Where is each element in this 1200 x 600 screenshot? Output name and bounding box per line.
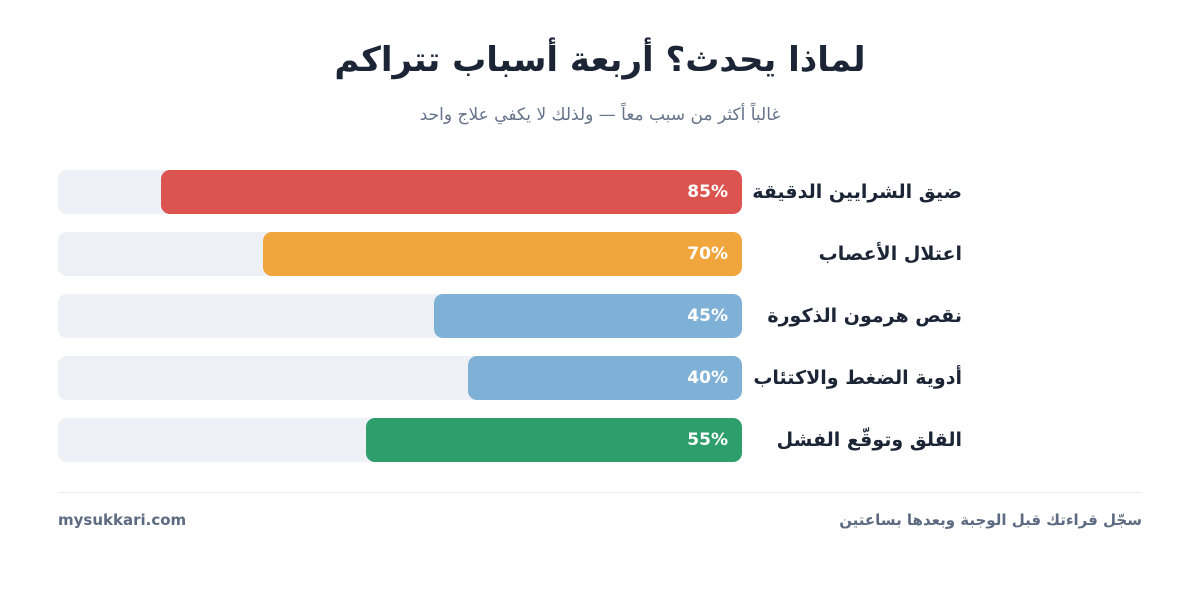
bar — [160, 170, 742, 214]
bar-row: 45% نقص هرمون الذكورة — [0, 294, 1200, 338]
footer-divider — [58, 492, 1142, 493]
bar-value-label: 85% — [687, 182, 728, 202]
category-label: القلق وتوقّع الفشل — [776, 429, 962, 451]
bar — [365, 418, 742, 462]
bar-value-label: 40% — [687, 368, 728, 388]
chart-subtitle: غالباً أكثر من سبب معاً — ولذلك لا يكفي … — [419, 105, 781, 125]
bar-row: 55% القلق وتوقّع الفشل — [0, 418, 1200, 462]
bar-value-label: 45% — [687, 306, 728, 326]
bar — [434, 294, 742, 338]
chart-title: لماذا يحدث؟ أربعة أسباب تتراكم — [334, 40, 866, 80]
category-label: أدوية الضغط والاكتئاب — [753, 367, 962, 389]
bar-row: 85% ضيق الشرايين الدقيقة — [0, 170, 1200, 214]
bar-value-label: 55% — [687, 430, 728, 450]
footer-note: سجّل قراءتك قبل الوجبة وبعدها بساعتين — [839, 511, 1142, 529]
category-label: نقص هرمون الذكورة — [767, 305, 962, 327]
bar — [263, 232, 742, 276]
bar — [468, 356, 742, 400]
bar-row: 70% اعتلال الأعصاب — [0, 232, 1200, 276]
category-label: اعتلال الأعصاب — [818, 243, 962, 265]
bar-value-label: 70% — [687, 244, 728, 264]
bar-row: 40% أدوية الضغط والاكتئاب — [0, 356, 1200, 400]
site-brand: mysukkari.com — [58, 511, 187, 529]
category-label: ضيق الشرايين الدقيقة — [752, 181, 962, 203]
